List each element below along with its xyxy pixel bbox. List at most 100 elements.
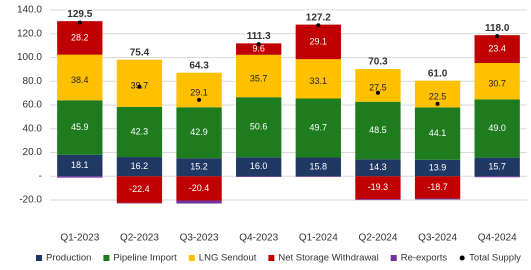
x-tick-label: Q1-2023: [60, 233, 99, 244]
value-label: 16.2: [131, 161, 149, 171]
value-label: 18.1: [71, 160, 89, 170]
legend-item: Pipeline Import: [103, 253, 177, 264]
legend-marker: [459, 255, 465, 261]
value-label: 15.8: [310, 161, 328, 171]
bar-segment: [474, 99, 520, 158]
legend-item: LNG Sendout: [188, 253, 257, 264]
bar-segment: [355, 101, 401, 160]
legend-item: Production: [36, 253, 91, 264]
y-tick-label: 100.0: [17, 52, 42, 63]
total-label: 129.5: [67, 9, 92, 20]
total-label: 118.0: [485, 23, 510, 34]
y-tick-label: 120.0: [17, 28, 42, 39]
value-label: 30.7: [488, 79, 506, 89]
bar-segment: [414, 107, 461, 160]
y-tick-label: -20.0: [19, 195, 42, 206]
bar-segment: [57, 154, 103, 177]
value-label: 29.1: [190, 87, 208, 97]
bar-segment: [176, 176, 222, 201]
legend-marker: [103, 255, 110, 261]
bar-segment: [355, 199, 401, 201]
bar-segment: [116, 106, 163, 158]
bar-segment: [474, 35, 520, 63]
value-label: 14.3: [369, 162, 387, 172]
value-label: 42.3: [131, 126, 149, 136]
value-label: 49.0: [488, 123, 506, 133]
value-label: 50.6: [250, 122, 268, 132]
bar-segment: [57, 54, 103, 101]
total-label: 111.3: [247, 31, 271, 42]
bar-segment: [355, 69, 401, 102]
bar-segment: [116, 176, 163, 203]
value-label: 15.7: [488, 161, 506, 171]
value-label: 22.5: [429, 91, 447, 101]
value-label: 15.2: [190, 162, 208, 172]
bar-segment: [414, 159, 461, 177]
value-label: 48.5: [369, 125, 387, 135]
legend-marker: [268, 255, 275, 261]
legend-item: Total Supply: [459, 253, 521, 264]
bar-segment: [295, 24, 341, 60]
bar-segment: [236, 43, 282, 55]
x-tick-label: Q1-2024: [299, 233, 338, 244]
total-dot: [316, 23, 321, 28]
bar-segment: [176, 200, 222, 204]
legend-label: Production: [46, 253, 91, 264]
total-label: 70.3: [368, 57, 388, 68]
bar-segment: [474, 157, 520, 177]
value-label: 23.4: [488, 43, 506, 53]
bar-segment: [176, 107, 222, 159]
legend-item: Net Storage Withdrawal: [268, 253, 379, 264]
legend-label: Net Storage Withdrawal: [278, 253, 378, 264]
bar-segment: [355, 159, 401, 177]
total-dot: [375, 90, 380, 95]
total-dot: [77, 20, 82, 25]
y-tick-label: 20.0: [23, 147, 43, 158]
value-label: 29.1: [310, 36, 328, 46]
legend-marker: [188, 255, 195, 261]
value-label: 45.9: [71, 122, 89, 132]
legend-marker: [390, 255, 397, 261]
bar-segment: [295, 157, 341, 177]
y-tick-label: -: [39, 171, 42, 182]
bar-segment: [355, 176, 401, 200]
total-label: 75.4: [130, 47, 150, 58]
value-label: 35.7: [250, 73, 268, 83]
total-dot: [137, 84, 142, 89]
total-dot: [435, 101, 440, 106]
bar-segment: [176, 158, 222, 177]
total-label: 127.2: [306, 12, 331, 23]
bar-segment: [414, 176, 461, 199]
bar-segment: [474, 176, 520, 178]
x-tick-label: Q3-2024: [418, 233, 457, 244]
legend-item: Re-exports: [390, 253, 447, 264]
y-tick-label: 80.0: [23, 76, 43, 87]
value-label: 13.9: [429, 162, 447, 172]
value-label: 42.9: [190, 127, 208, 137]
bar-segment: [116, 157, 163, 177]
bar-segment: [236, 157, 282, 177]
bar-segment: [295, 59, 341, 99]
bar-segment: [295, 176, 341, 177]
bar-segment: [295, 98, 341, 158]
legend-label: Pipeline Import: [113, 253, 177, 264]
total-dot: [197, 97, 202, 102]
value-label: 33.1: [310, 76, 328, 86]
bar-segment: [57, 21, 103, 55]
value-label: 27.5: [369, 83, 387, 93]
value-label: 49.7: [310, 122, 328, 132]
bar-segment: [474, 62, 520, 100]
value-label: -19.3: [368, 182, 389, 192]
value-label: 38.4: [71, 75, 89, 85]
x-tick-label: Q2-2024: [358, 233, 397, 244]
y-tick-label: 60.0: [23, 100, 43, 111]
legend-label: LNG Sendout: [199, 253, 257, 264]
bar-segment: [57, 100, 103, 155]
bar-segment: [116, 59, 163, 107]
legend-marker: [36, 255, 42, 261]
x-tick-label: Q2-2023: [120, 233, 159, 244]
value-label: -20.4: [189, 183, 210, 193]
bar-segment: [116, 202, 163, 204]
y-tick-label: 140.0: [17, 5, 42, 16]
